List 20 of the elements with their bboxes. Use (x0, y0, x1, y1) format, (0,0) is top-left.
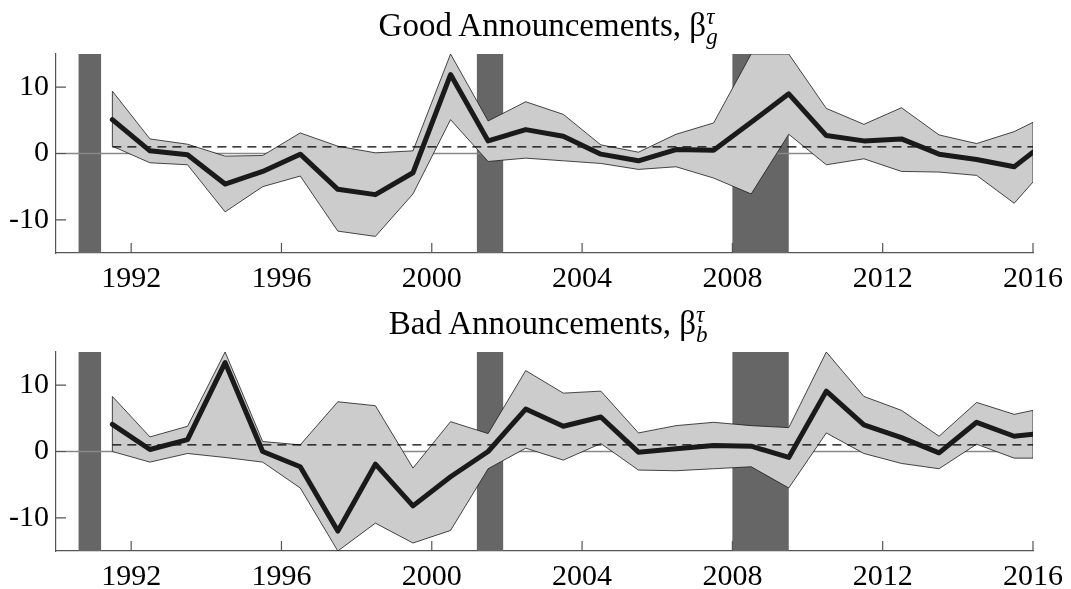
x-tick-label: 2004 (552, 557, 613, 589)
x-tick-label: 2008 (702, 259, 763, 293)
x-tick-label: 1996 (251, 259, 312, 293)
y-tick-label: 0 (34, 432, 49, 466)
y-tick-label: -10 (9, 498, 49, 532)
y-tick-label: 10 (19, 68, 49, 102)
x-tick-label: 1992 (101, 557, 162, 589)
x-tick-label: 2000 (401, 557, 462, 589)
x-tick-label: 1992 (101, 259, 162, 293)
x-tick-label: 2012 (852, 557, 913, 589)
x-tick-label: 2016 (1003, 557, 1063, 589)
y-tick-label: 10 (19, 366, 49, 400)
x-tick-label: 1996 (251, 557, 312, 589)
y-tick-label: 0 (34, 134, 49, 168)
x-tick-label: 2004 (552, 259, 613, 293)
y-tick-label: -10 (9, 200, 49, 234)
x-tick-label: 2016 (1003, 259, 1063, 293)
x-tick-label: 2008 (702, 557, 763, 589)
x-tick-label: 2012 (852, 259, 913, 293)
x-tick-label: 2000 (401, 259, 462, 293)
